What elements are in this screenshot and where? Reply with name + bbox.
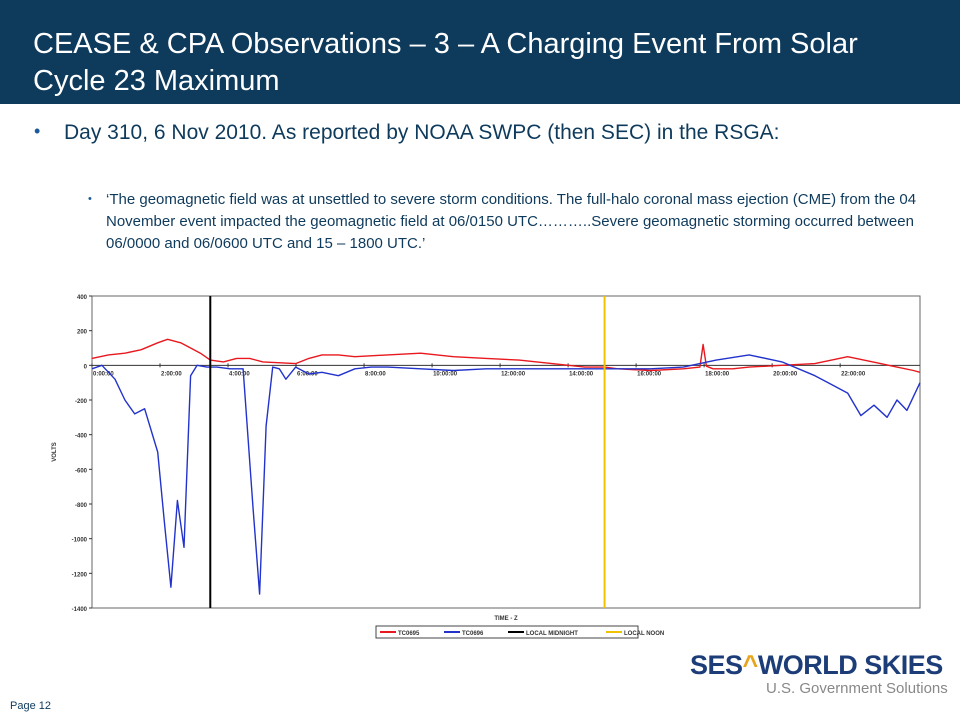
logo-subtitle: U.S. Government Solutions	[766, 680, 948, 697]
company-logo: SES^WORLD SKIES U.S. Government Solution…	[690, 650, 948, 698]
x-tick-label: 18:00:00	[705, 371, 730, 377]
x-axis-label: TIME - Z	[494, 616, 518, 622]
logo-wordmark: SES^WORLD SKIES	[690, 650, 943, 680]
x-tick-label: 16:00:00	[637, 371, 662, 377]
y-tick-label: 400	[77, 295, 88, 301]
sub-bullet-dot-icon: •	[88, 193, 92, 205]
page-number: Page 12	[10, 700, 51, 712]
plot-frame	[91, 295, 921, 609]
legend-label: LOCAL NOON	[624, 631, 664, 637]
x-tick-label: 2:00:00	[161, 371, 182, 377]
legend-label: LOCAL MIDNIGHT	[526, 631, 578, 637]
slide-title: CEASE & CPA Observations – 3 – A Chargin…	[33, 28, 858, 97]
y-tick-label: -1400	[72, 607, 88, 613]
y-tick-label: 0	[84, 364, 88, 370]
y-tick-label: -800	[75, 503, 88, 509]
x-tick-label: 0:00:00	[93, 371, 114, 377]
x-tick-label: 14:00:00	[569, 371, 594, 377]
y-axis-label: VOLTS	[52, 442, 58, 462]
title-bar	[0, 0, 960, 104]
x-tick-label: 22:00:00	[841, 371, 866, 377]
x-tick-label: 10:00:00	[433, 371, 458, 377]
y-tick-label: -600	[75, 468, 88, 474]
y-tick-label: -400	[75, 434, 88, 440]
x-tick-label: 12:00:00	[501, 371, 526, 377]
x-tick-label: 8:00:00	[365, 371, 386, 377]
legend-box	[375, 625, 639, 639]
legend-label: TC0696	[462, 631, 484, 637]
bullet-main-text: Day 310, 6 Nov 2010. As reported by NOAA…	[64, 121, 780, 144]
x-tick-label: 6:00:00	[297, 371, 318, 377]
series-line-tc0695	[91, 338, 921, 373]
y-tick-label: 200	[77, 330, 88, 336]
series-line-tc0696	[91, 354, 921, 595]
legend-label: TC0695	[398, 631, 420, 637]
x-tick-label: 20:00:00	[773, 371, 798, 377]
bullet-sub-text: ‘The geomagnetic field was at unsettled …	[106, 191, 917, 252]
x-tick-label: 4:00:00	[229, 371, 250, 377]
bullet-dot-icon: •	[34, 121, 41, 141]
y-tick-label: -200	[75, 399, 88, 405]
y-tick-label: -1000	[72, 538, 88, 544]
y-tick-label: -1200	[72, 572, 88, 578]
voltage-chart: 400 200 0 -200 -400 -600 -800 -1000 -1200 -1400 0:…	[52, 295, 921, 639]
